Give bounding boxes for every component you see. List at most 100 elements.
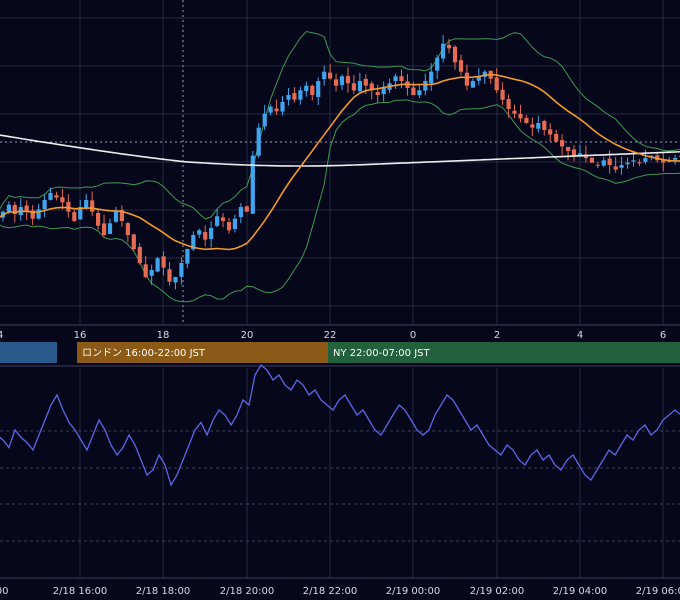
candle-body-18: [102, 223, 107, 235]
candle-52: [304, 81, 309, 97]
candle-60: [351, 74, 356, 94]
candle-106: [625, 157, 630, 169]
candle-64: [375, 84, 380, 103]
candle-84: [494, 68, 499, 94]
candle-28: [161, 251, 166, 276]
candle-body-81: [476, 76, 481, 81]
main-x-tick-5: 2: [494, 330, 500, 341]
main-x-tick-7: 6: [660, 330, 666, 341]
candle-body-38: [220, 217, 226, 221]
candle-17: [96, 208, 101, 230]
session-label-2: NY 22:00-07:00 JST: [333, 348, 430, 359]
main-x-tick-edge: 4: [0, 330, 3, 341]
rsi-x-tick-7: 2/19 06:00: [636, 586, 680, 597]
candle-body-67: [393, 76, 398, 81]
candle-body-15: [84, 200, 89, 208]
candle-108: [637, 159, 642, 166]
rsi-series-line: [0, 364, 680, 487]
candle-45: [262, 104, 267, 131]
candle-99: [583, 145, 588, 163]
candle-body-59: [345, 75, 351, 84]
bollinger-upper: [0, 30, 680, 220]
rsi-x-tick-edge: 4:00: [0, 586, 8, 597]
session-bg-1: [77, 342, 328, 363]
candle-42: [244, 205, 249, 213]
candle-35: [203, 225, 208, 247]
candle-25: [143, 256, 148, 278]
candle-body-86: [506, 99, 511, 109]
candle-92: [542, 119, 547, 136]
candle-body-26: [149, 270, 154, 276]
candle-body-32: [185, 249, 190, 264]
candle-19: [107, 218, 113, 235]
candle-55: [322, 65, 327, 86]
candle-body-87: [512, 110, 517, 114]
candle-body-95: [560, 140, 565, 147]
candle-16: [90, 191, 95, 217]
bollinger-bands: [0, 30, 680, 303]
candle-body-46: [268, 106, 273, 113]
candle-6: [30, 205, 35, 226]
rsi-x-tick-4: 2/19 00:00: [386, 586, 440, 597]
candle-body-13: [72, 212, 77, 221]
candle-body-108: [637, 162, 642, 164]
candle-body-33: [191, 235, 196, 250]
candle-body-40: [232, 218, 237, 229]
candle-body-5: [24, 205, 29, 212]
candle-21: [119, 205, 124, 227]
moving-averages: [0, 73, 680, 251]
candle-body-47: [274, 108, 279, 112]
main-x-axis: 16 18 20 22 0 2 4 6: [74, 330, 667, 341]
candle-body-64: [375, 92, 380, 95]
candle-body-107: [631, 160, 636, 162]
rsi-x-tick-3: 2/18 22:00: [303, 586, 357, 597]
candle-body-91: [536, 123, 541, 129]
candle-48: [280, 95, 285, 116]
candle-body-31: [179, 263, 184, 277]
candle-body-17: [96, 212, 101, 226]
candle-body-71: [417, 90, 422, 96]
candle-body-94: [554, 133, 559, 142]
candle-15: [84, 193, 89, 210]
candle-94: [554, 129, 559, 143]
candle-body-102: [601, 160, 606, 166]
main-x-tick-6: 4: [577, 330, 583, 341]
candle-body-84: [494, 77, 499, 91]
candle-body-36: [209, 228, 214, 239]
candle-10: [54, 191, 59, 201]
rsi-x-axis: 2/18 16:00 2/18 18:00 2/18 20:00 2/18 22:00…: [0, 330, 680, 597]
candle-body-56: [328, 72, 333, 79]
candle-22: [125, 222, 130, 243]
candle-body-7: [36, 209, 41, 219]
candle-32: [185, 248, 190, 269]
candle-83: [488, 70, 493, 85]
candle-body-2: [6, 204, 11, 212]
candle-114: [673, 154, 678, 165]
candle-body-76: [447, 44, 452, 49]
rsi-x-tick-2: 2/18 20:00: [220, 586, 274, 597]
candle-49: [286, 87, 291, 106]
candle-body-70: [411, 87, 416, 95]
main-x-tick-3: 22: [324, 330, 337, 341]
candle-body-29: [167, 269, 172, 282]
session-bg-0: [0, 342, 57, 363]
candle-body-98: [577, 153, 583, 156]
candle-14: [78, 200, 83, 220]
session-1: ロンドン 16:00-22:00 JST: [77, 342, 328, 363]
candle-body-10: [54, 195, 59, 198]
candle-93: [548, 123, 553, 142]
candle-77: [452, 45, 458, 70]
candle-body-110: [649, 155, 654, 157]
session-bg-2: [328, 342, 680, 363]
candle-11: [60, 188, 65, 210]
session-2: NY 22:00-07:00 JST: [328, 342, 680, 363]
candle-36: [209, 221, 214, 248]
candle-103: [607, 150, 612, 174]
candle-body-28: [161, 256, 166, 268]
candle-112: [661, 152, 666, 172]
candle-67: [393, 73, 398, 89]
rsi-x-tick-0: 2/18 16:00: [53, 586, 107, 597]
candle-body-72: [423, 81, 428, 91]
candle-body-60: [351, 83, 356, 91]
